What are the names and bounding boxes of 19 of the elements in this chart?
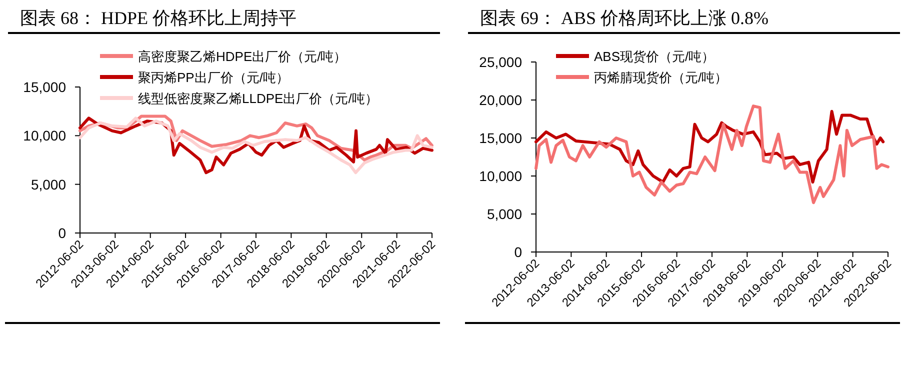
- y-tick-label: 0: [58, 225, 66, 241]
- line-series: [534, 104, 890, 204]
- y-tick-label: 20,000: [479, 92, 522, 108]
- line-series: [534, 110, 885, 184]
- y-tick-label: 10,000: [23, 128, 66, 144]
- chart-title: 图表 68： HDPE 价格环比上周持平: [20, 8, 297, 28]
- legend-label: 丙烯腈现货价（元/吨）: [594, 70, 728, 85]
- legend-label: ABS现货价（元/吨）: [594, 49, 715, 64]
- y-tick-label: 0: [514, 244, 522, 260]
- chart-title: 图表 69： ABS 价格周环比上涨 0.8%: [480, 8, 769, 28]
- y-tick-label: 15,000: [479, 130, 522, 146]
- legend-label: 聚丙烯PP出厂价（元/吨）: [138, 70, 289, 85]
- y-tick-label: 10,000: [479, 168, 522, 184]
- y-tick-label: 25,000: [479, 54, 522, 70]
- legend-label: 高密度聚乙烯HDPE出厂价（元/吨）: [138, 49, 347, 64]
- legend-label: 线型低密度聚乙烯LLDPE出厂价（元/吨）: [138, 91, 378, 106]
- y-tick-label: 5,000: [486, 206, 522, 222]
- y-tick-label: 15,000: [23, 79, 66, 95]
- y-tick-label: 5,000: [30, 176, 66, 192]
